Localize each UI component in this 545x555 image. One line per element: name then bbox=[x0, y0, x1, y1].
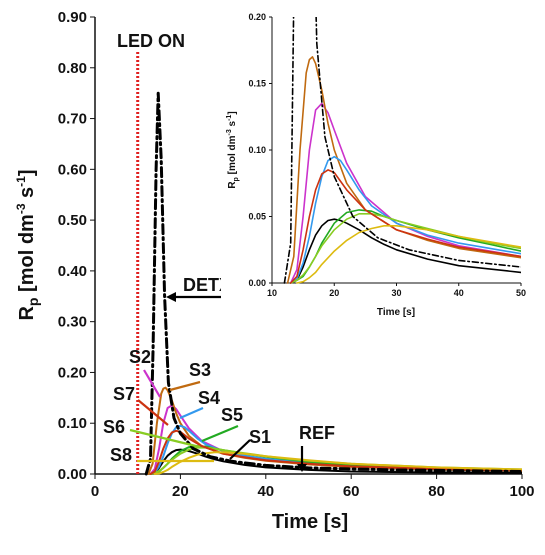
main-y-tick-label: 0.80 bbox=[58, 60, 87, 77]
s8-annotation-label: S8 bbox=[110, 445, 132, 465]
main-series-s7-line bbox=[149, 429, 522, 475]
s1-arrow bbox=[229, 439, 251, 460]
s3-annotation-label: S3 bbox=[189, 360, 211, 380]
main-series-detx-line bbox=[144, 91, 522, 476]
detx-annotation-label: DETX bbox=[183, 275, 231, 295]
main-x-tick-label: 40 bbox=[257, 483, 274, 500]
inset-x-tick-label: 50 bbox=[516, 288, 526, 298]
s4-annotation-label: S4 bbox=[198, 388, 220, 408]
main-series-group bbox=[144, 91, 522, 476]
main-y-axis-title: Rp [mol dm-3 s-1] bbox=[14, 169, 41, 320]
main-y-tick-label: 0.20 bbox=[58, 364, 87, 381]
main-x-tick-label: 20 bbox=[172, 483, 189, 500]
inset-x-tick-label: 10 bbox=[267, 288, 277, 298]
main-x-tick-label: 100 bbox=[509, 483, 534, 500]
inset-x-tick-label: 20 bbox=[329, 288, 339, 298]
ref-annotation-label: REF bbox=[299, 423, 335, 443]
inset-y-tick-label: 0.20 bbox=[248, 12, 266, 22]
annotation-arrows bbox=[129, 292, 307, 472]
inset-y-tick-label: 0.05 bbox=[248, 212, 266, 222]
main-x-tick-label: 60 bbox=[343, 483, 360, 500]
main-y-tick-label: 0.70 bbox=[58, 111, 87, 128]
main-y-tick-label: 0.60 bbox=[58, 161, 87, 178]
inset-series-s3-line bbox=[286, 56, 521, 284]
inset-y-axis-title: Rp [mol dm-3 s-1] bbox=[226, 111, 240, 188]
s5-annotation-label: S5 bbox=[221, 405, 243, 425]
inset-x-axis-title: Time [s] bbox=[377, 307, 415, 318]
inset-y-tick-label: 0.10 bbox=[248, 145, 266, 155]
main-ticks: 0 20 40 60 80 100 0.00 0.10 0.20 0.30 0.40 0.50 0.60… bbox=[58, 9, 535, 500]
main-series-s8-line bbox=[153, 451, 522, 475]
inset-series-detx-line bbox=[283, 17, 521, 284]
s5-arrow bbox=[201, 424, 239, 443]
inset-x-tick-label: 40 bbox=[454, 288, 464, 298]
inset-series-s4-line bbox=[289, 155, 521, 284]
ref-arrowhead bbox=[297, 464, 307, 472]
s2-annotation-label: S2 bbox=[129, 347, 151, 367]
s6-annotation-label: S6 bbox=[103, 417, 125, 437]
s1-annotation-label: S1 bbox=[249, 427, 271, 447]
inset-plot-area bbox=[283, 17, 521, 284]
main-plot-area bbox=[136, 52, 522, 476]
inset-series-s2-line bbox=[289, 102, 521, 284]
inset-y-tick-label: 0.15 bbox=[248, 79, 266, 89]
inset-ticks: 10 20 30 40 50 0.00 0.05 0.10 0.15 0.20 bbox=[248, 12, 526, 298]
main-x-tick-label: 0 bbox=[91, 483, 99, 500]
s2-arrow bbox=[143, 369, 161, 398]
inset-series-group bbox=[283, 17, 521, 284]
inset-x-tick-label: 30 bbox=[391, 288, 401, 298]
led-on-label: LED ON bbox=[117, 31, 185, 51]
main-y-tick-label: 0.40 bbox=[58, 263, 87, 280]
s7-arrow bbox=[137, 399, 169, 426]
main-y-tick-label: 0.90 bbox=[58, 9, 87, 26]
s4-arrow bbox=[179, 406, 204, 420]
inset-series-s7-line bbox=[289, 169, 521, 284]
inset-y-tick-label: 0.00 bbox=[248, 278, 266, 288]
s3-arrow bbox=[169, 380, 201, 392]
inset-background bbox=[221, 4, 542, 320]
s6-arrow bbox=[129, 428, 201, 449]
main-y-tick-label: 0.30 bbox=[58, 314, 87, 331]
s7-annotation-label: S7 bbox=[113, 384, 135, 404]
inset-series-s8-line bbox=[296, 225, 521, 284]
main-x-tick-label: 80 bbox=[428, 483, 445, 500]
main-y-tick-label: 0.10 bbox=[58, 415, 87, 432]
main-x-axis-title: Time [s] bbox=[272, 511, 348, 533]
main-y-tick-label: 0.00 bbox=[58, 466, 87, 483]
detx-arrowhead bbox=[166, 292, 176, 302]
main-y-tick-label: 0.50 bbox=[58, 212, 87, 229]
inset-series-s1-line bbox=[289, 218, 521, 284]
